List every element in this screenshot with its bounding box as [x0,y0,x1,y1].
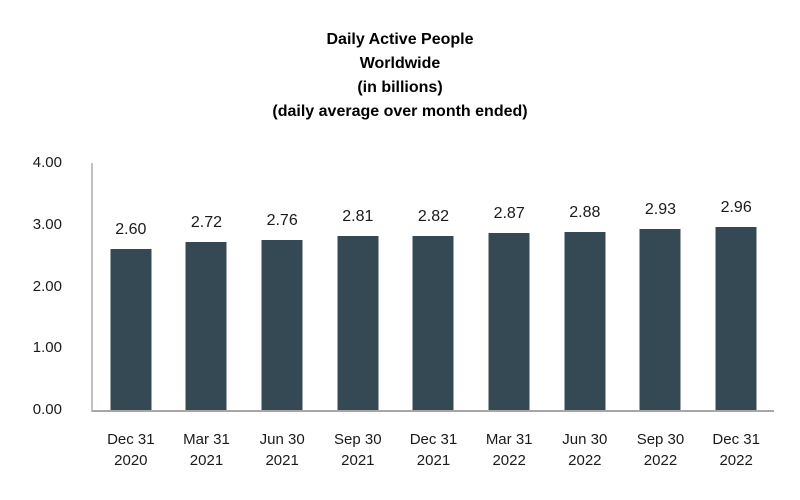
bar-group: 2.93 Sep 30 2022 [623,163,699,469]
x-axis-label-line-1: Dec 31 [107,431,155,448]
bar-value-label: 2.76 [266,211,298,229]
bar-group: 2.87 Mar 31 2022 [471,163,547,469]
y-axis-tick-label: 2.00 [32,277,62,295]
x-axis-label-line-1: Dec 31 [712,431,760,448]
x-axis-label: Mar 31 2021 [169,429,245,471]
bar-group: 2.60 Dec 31 2020 [93,163,169,469]
x-axis-label-line-2: 2022 [568,452,602,469]
bar-value-label: 2.60 [115,221,147,239]
x-axis-label: Jun 30 2021 [244,429,320,471]
x-axis-label-line-2: 2022 [492,452,526,469]
bar-group: 2.88 Jun 30 2022 [547,163,623,469]
bar [488,232,530,410]
y-axis-tick-label: 1.00 [32,339,62,357]
x-axis-label-line-2: 2022 [643,452,678,469]
bar [639,229,681,410]
chart-title-line-4: (daily average over month ended) [272,103,528,120]
x-axis-label-line-1: Sep 30 [636,431,685,448]
x-axis-label: Mar 31 2022 [471,429,547,471]
y-axis-tick-label: 0.00 [32,401,62,418]
bar-group: 2.81 Sep 30 2021 [320,163,396,469]
chart-title: Daily Active People Worldwide (in billio… [0,28,800,124]
chart-title-line-1: Daily Active People [326,31,474,48]
x-axis-label-line-1: Dec 31 [409,431,458,448]
chart-title-line-2: Worldwide [359,55,441,72]
x-axis-label: Sep 30 2021 [320,429,396,471]
bar [564,232,606,410]
bar-value-label: 2.81 [342,208,374,226]
x-axis-label: Jun 30 2022 [547,429,623,471]
y-axis-tick-label: 3.00 [32,215,62,233]
bar [185,242,227,410]
x-axis-label-line-2: 2021 [189,452,224,469]
bar-value-label: 2.93 [644,201,677,219]
x-axis-label-line-1: Sep 30 [334,431,382,448]
bar [337,236,379,410]
plot-area: 2.60 Dec 31 2020 2.72 Mar 31 2021 2.76 Jun 30 20… [91,163,774,469]
x-axis-label-line-2: 2022 [719,452,753,469]
bar [110,249,152,410]
bar-value-label: 2.88 [569,204,601,222]
x-axis-label: Dec 31 2020 [93,429,169,471]
bar-group: 2.82 Dec 31 2021 [396,163,472,469]
bar [412,235,454,410]
bar-value-label: 2.82 [417,207,450,225]
bar [715,227,757,410]
x-axis-label-line-2: 2021 [416,452,451,469]
bar-group: 2.76 Jun 30 2021 [244,163,320,469]
bar [261,239,303,410]
x-axis-label-line-1: Mar 31 [183,431,230,448]
x-axis-label-line-2: 2021 [341,452,375,469]
x-axis-label-line-1: Mar 31 [485,431,533,448]
bar-group: 2.96 Dec 31 2022 [698,163,774,469]
x-axis-label-line-1: Jun 30 [259,431,305,448]
y-axis-tick-label: 4.00 [32,154,62,171]
x-axis-label: Sep 30 2022 [623,429,699,471]
x-axis-label: Dec 31 2022 [698,429,774,471]
x-axis-label-line-2: 2021 [265,452,299,469]
x-axis-label-line-1: Jun 30 [562,431,608,448]
bar-value-label: 2.72 [190,214,223,232]
x-axis-label-line-2: 2020 [114,452,148,469]
bar-value-label: 2.96 [720,199,752,217]
x-axis-label: Dec 31 2021 [396,429,472,471]
bar-group: 2.72 Mar 31 2021 [169,163,245,469]
chart-title-line-3: (in billions) [357,79,443,96]
bar-value-label: 2.87 [493,204,525,222]
